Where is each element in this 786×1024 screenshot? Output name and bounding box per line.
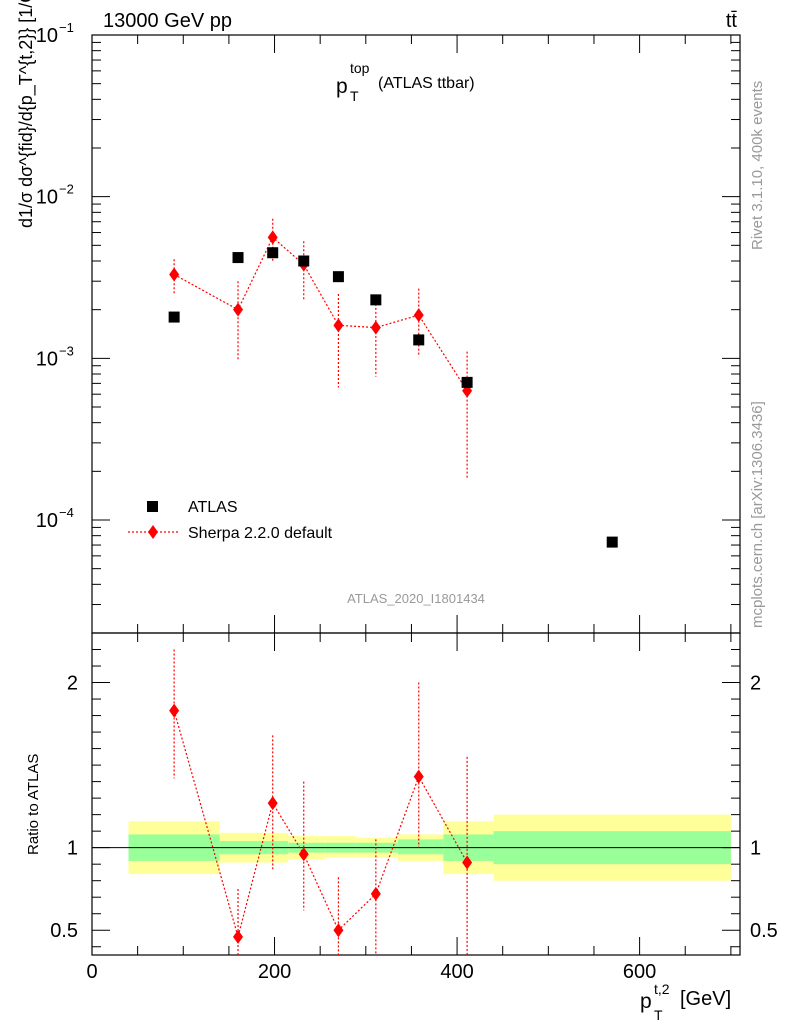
band-1sigma-5 [397, 839, 444, 855]
ratio-y-tick-label-right-2: 2 [750, 673, 761, 695]
main-y-tick-label-0: 10 [36, 25, 58, 47]
x-tick-label-3: 600 [623, 961, 656, 983]
atlas-point-6 [413, 334, 425, 346]
ratio-series [169, 649, 473, 955]
atlas-point-1 [232, 252, 244, 264]
ratio-point-7 [462, 855, 473, 870]
legend-atlas-label: ATLAS [188, 499, 238, 516]
main-y-tick-exp-1: −2 [59, 182, 74, 197]
legend: ATLAS Sherpa 2.2.0 default [128, 499, 333, 542]
main-y-tick-label-3: 10 [36, 510, 58, 532]
title-sup: top [350, 60, 370, 76]
beam-label: 13000 GeV pp [103, 10, 232, 32]
atlas-point-4 [332, 271, 344, 283]
sherpa-point-2 [267, 230, 278, 245]
xlabel-sup: t,2 [654, 981, 670, 997]
ratio-y-ticks: 0.5 0.5 1 1 2 2 [50, 649, 778, 948]
sherpa-point-5 [370, 320, 381, 335]
ratio-point-5 [370, 886, 381, 901]
atlas-point-0 [168, 311, 180, 323]
xlabel-main: p [640, 990, 652, 1013]
ratio-y-tick-label-left-0: 0.5 [50, 920, 78, 942]
atlas-point-8 [606, 536, 618, 548]
atlas-point-7 [461, 376, 473, 388]
x-axis-label: p t,2 T [GeV] [640, 981, 731, 1023]
process-label: tt̄ [726, 10, 738, 32]
main-series [168, 218, 618, 548]
main-y-axis-label: d1/σ dσ^{fid}/d{p_T^{t,2}} [1/GeV] [16, 0, 37, 228]
main-y-tick-label-1: 10 [36, 187, 58, 209]
main-y-ticks: 10−110−210−310−4 [36, 20, 740, 634]
x-tick-label-0: 0 [86, 961, 97, 983]
main-y-tick-exp-2: −3 [59, 343, 74, 358]
title-rest: (ATLAS ttbar) [378, 75, 475, 92]
ratio-line [173, 710, 468, 940]
x-ticks: 0 200 400 600 [86, 35, 732, 983]
analysis-watermark: ATLAS_2020_I1801434 [347, 591, 485, 606]
atlas-point-5 [370, 294, 382, 306]
plot-title: p top T (ATLAS ttbar) [336, 60, 475, 104]
legend-sherpa-label: Sherpa 2.2.0 default [188, 525, 333, 542]
main-y-tick-exp-0: −1 [59, 20, 74, 35]
legend-sherpa-marker [148, 525, 158, 539]
title-sub: T [350, 88, 359, 104]
ratio-point-0 [169, 703, 180, 718]
main-y-tick-exp-3: −4 [59, 505, 74, 520]
legend-atlas-marker [147, 501, 158, 512]
x-tick-label-1: 200 [258, 961, 291, 983]
ratio-plot-frame [91, 632, 741, 956]
ratio-y-tick-label-left-2: 2 [67, 673, 78, 695]
ratio-point-6 [413, 769, 424, 784]
xlabel-sub: T [654, 1007, 663, 1023]
atlas-point-3 [298, 255, 310, 267]
ratio-y-tick-label-right-1: 1 [750, 838, 761, 860]
sherpa-point-6 [413, 308, 424, 323]
x-tick-label-2: 400 [440, 961, 473, 983]
ratio-point-2 [267, 796, 278, 811]
main-y-tick-label-2: 10 [36, 348, 58, 370]
ratio-y-axis-label: Ratio to ATLAS [25, 754, 42, 855]
ratio-y-tick-label-left-1: 1 [67, 838, 78, 860]
rivet-version: Rivet 3.1.10, 400k events [749, 81, 766, 250]
title-main: p [336, 75, 348, 98]
sherpa-line [173, 236, 468, 392]
ratio-point-3 [298, 847, 309, 862]
main-plot-frame [91, 34, 741, 634]
sherpa-point-4 [333, 318, 344, 333]
xlabel-rest: [GeV] [680, 988, 731, 1010]
ratio-y-tick-label-right-0: 0.5 [750, 920, 778, 942]
sherpa-point-1 [233, 302, 244, 317]
ratio-point-4 [333, 923, 344, 938]
source-label: mcplots.cern.ch [arXiv:1306.3436] [749, 401, 766, 628]
atlas-point-2 [267, 247, 279, 259]
sherpa-point-0 [169, 267, 180, 282]
ratio-point-1 [233, 929, 244, 944]
